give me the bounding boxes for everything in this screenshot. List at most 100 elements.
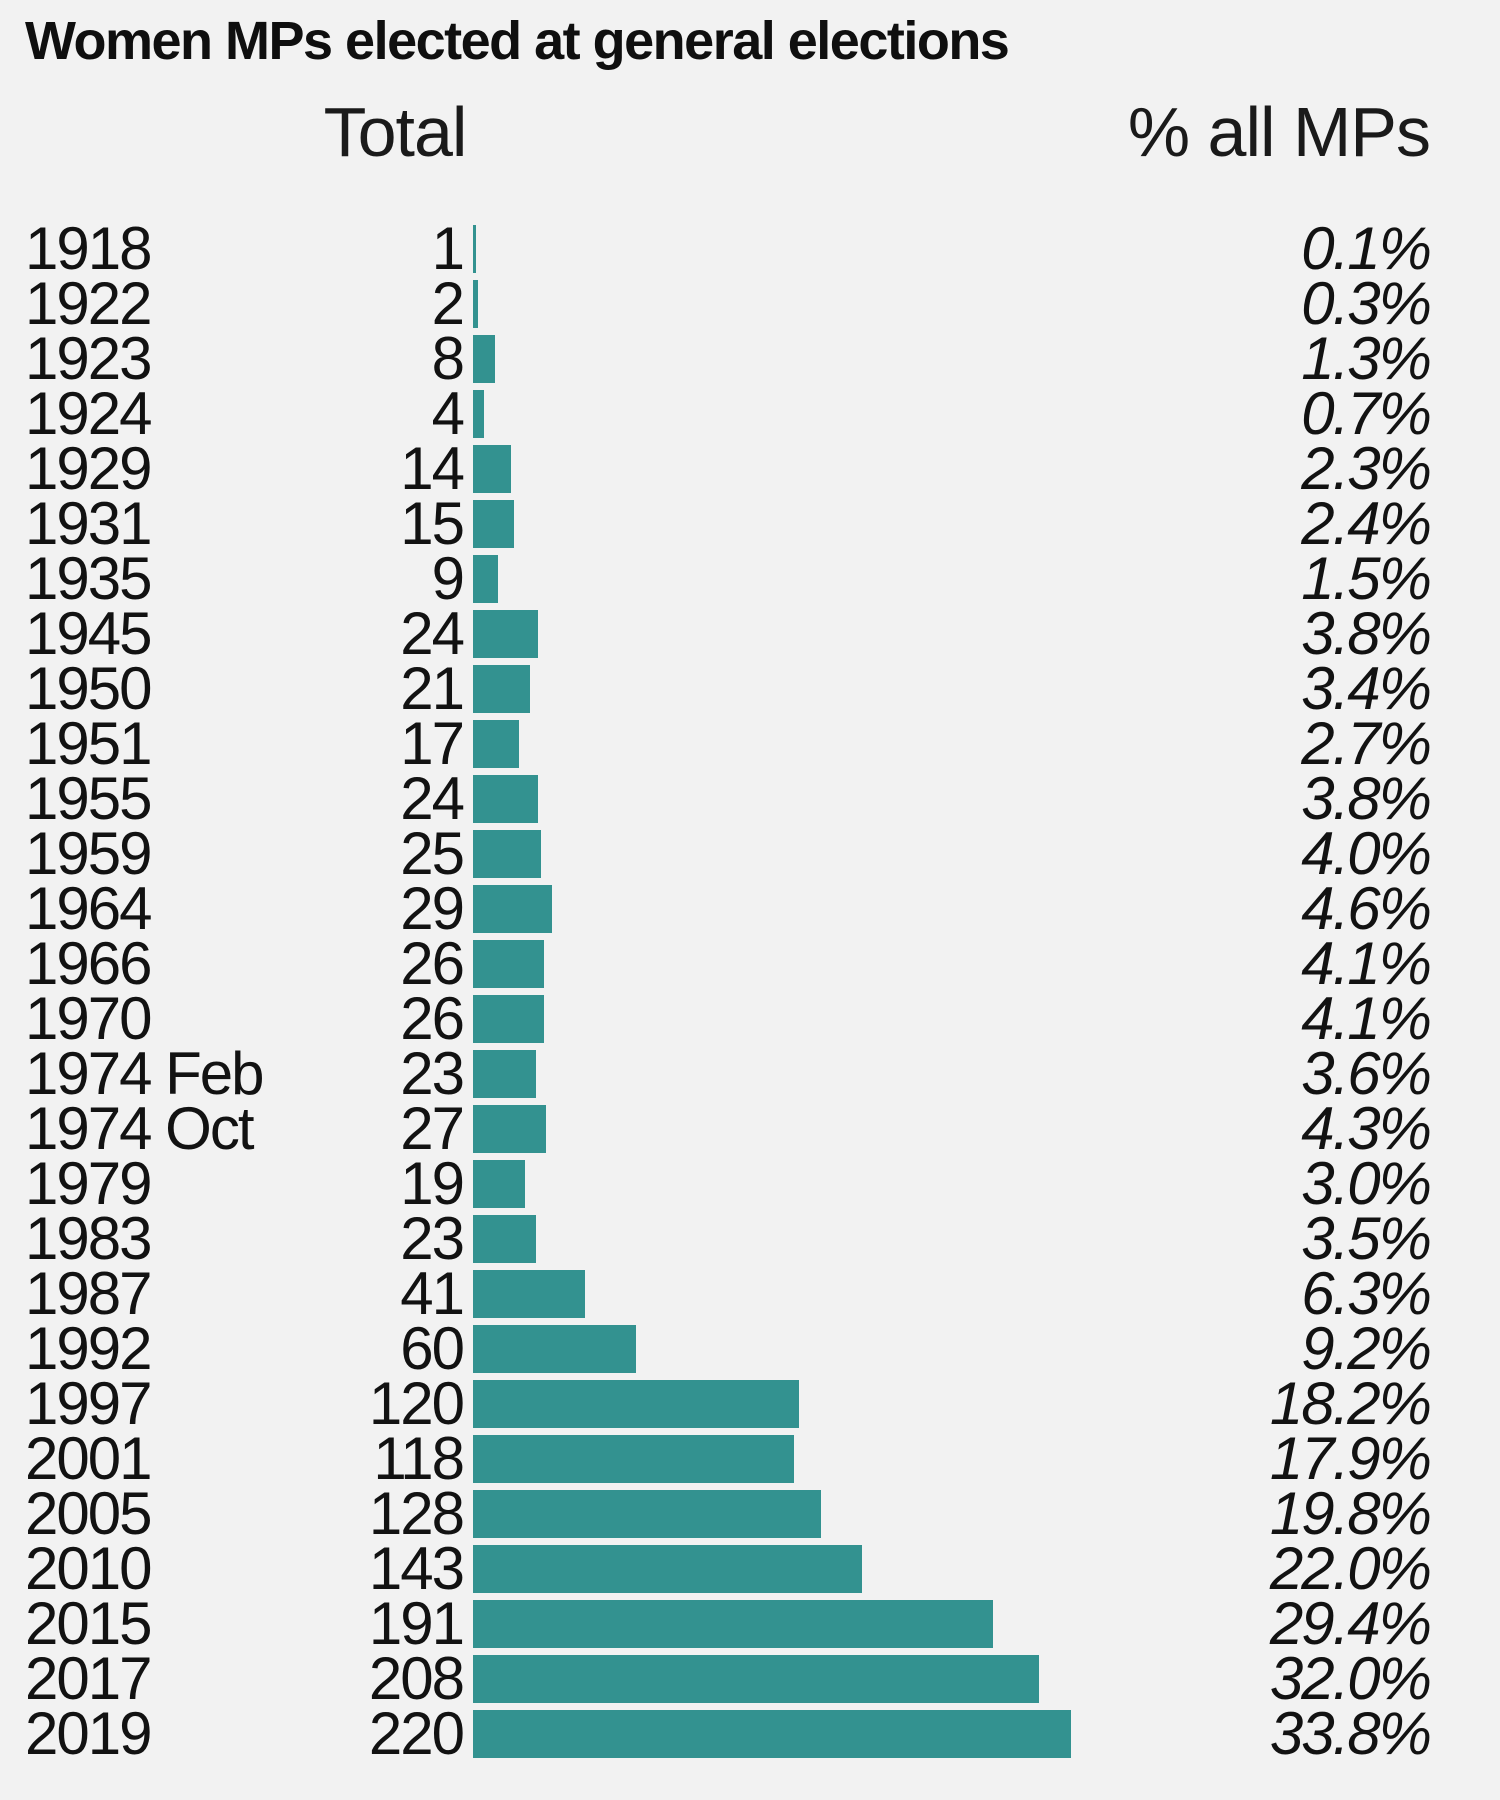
chart-row: 1945 24 3.8%: [0, 600, 1500, 667]
row-year-label: 1966: [25, 930, 152, 997]
row-percent-value: 2.4%: [1301, 490, 1432, 557]
chart-row: 1966 26 4.1%: [0, 930, 1500, 997]
chart-row: 1929 14 2.3%: [0, 435, 1500, 502]
row-percent-value: 4.1%: [1301, 930, 1432, 997]
row-total-value: 24: [400, 600, 465, 667]
row-year-label: 1983: [25, 1205, 152, 1272]
row-percent-value: 32.0%: [1269, 1645, 1432, 1712]
row-year-label: 1951: [25, 710, 152, 777]
row-year-label: 1970: [25, 985, 152, 1052]
row-percent-value: 18.2%: [1269, 1370, 1432, 1437]
chart-row: 1935 9 1.5%: [0, 545, 1500, 612]
row-percent-value: 3.8%: [1301, 765, 1432, 832]
row-year-label: 2005: [25, 1480, 152, 1547]
row-bar: [473, 1709, 1072, 1758]
row-bar: [473, 774, 539, 823]
row-percent-value: 3.8%: [1301, 600, 1432, 667]
chart-row: 2015 191 29.4%: [0, 1590, 1500, 1657]
chart-row: 1974 Feb 23 3.6%: [0, 1040, 1500, 1107]
row-bar: [473, 829, 541, 878]
row-percent-value: 2.3%: [1301, 435, 1432, 502]
chart-row: 1950 21 3.4%: [0, 655, 1500, 722]
row-percent-value: 19.8%: [1269, 1480, 1432, 1547]
row-year-label: 2001: [25, 1425, 152, 1492]
row-year-label: 1929: [25, 435, 152, 502]
row-total-value: 29: [400, 875, 465, 942]
row-year-label: 1997: [25, 1370, 152, 1437]
row-total-value: 25: [400, 820, 465, 887]
row-bar: [473, 1159, 525, 1208]
row-percent-value: 3.6%: [1301, 1040, 1432, 1107]
row-bar: [473, 1049, 536, 1098]
row-year-label: 1922: [25, 270, 152, 337]
row-total-value: 1: [431, 215, 465, 282]
chart-row: 2005 128 19.8%: [0, 1480, 1500, 1547]
row-year-label: 1974 Oct: [25, 1095, 254, 1162]
row-year-label: 1974 Feb: [25, 1040, 265, 1107]
row-total-value: 23: [400, 1040, 465, 1107]
row-percent-value: 29.4%: [1269, 1590, 1432, 1657]
chart-row: 1922 2 0.3%: [0, 270, 1500, 337]
row-percent-value: 17.9%: [1269, 1425, 1432, 1492]
row-bar: [473, 499, 514, 548]
chart-row: 1983 23 3.5%: [0, 1205, 1500, 1272]
row-bar: [473, 884, 552, 933]
chart-row: 1964 29 4.6%: [0, 875, 1500, 942]
chart-row: 1924 4 0.7%: [0, 384, 1500, 444]
row-percent-value: 4.6%: [1301, 875, 1432, 942]
row-bar: [473, 279, 479, 328]
row-year-label: 1979: [25, 1150, 152, 1217]
row-year-label: 2019: [25, 1700, 152, 1767]
row-total-value: 143: [368, 1535, 465, 1602]
row-bar: [473, 1104, 547, 1153]
row-bar: [473, 1544, 862, 1593]
row-percent-value: 1.5%: [1301, 545, 1432, 612]
row-bar: [473, 1214, 536, 1263]
row-bar: [473, 1269, 585, 1318]
row-percent-value: 22.0%: [1269, 1535, 1432, 1602]
chart-row: 2001 118 17.9%: [0, 1425, 1500, 1492]
row-bar: [473, 444, 512, 493]
row-year-label: 2015: [25, 1590, 152, 1657]
row-bar: [473, 994, 544, 1043]
row-year-label: 1931: [25, 490, 152, 557]
chart-row: 2010 143 22.0%: [0, 1535, 1500, 1602]
row-bar: [473, 334, 495, 383]
row-year-label: 1959: [25, 820, 152, 887]
row-bar: [473, 1489, 822, 1538]
row-percent-value: 33.8%: [1269, 1700, 1432, 1767]
chart-row: 1992 60 9.2%: [0, 1315, 1500, 1382]
row-bar: [473, 1434, 794, 1483]
row-percent-value: 2.7%: [1301, 710, 1432, 777]
row-total-value: 2: [431, 270, 465, 337]
column-header-percent: % all MPs: [1127, 93, 1431, 171]
row-percent-value: 3.0%: [1301, 1150, 1432, 1217]
row-total-value: 19: [400, 1150, 465, 1217]
row-percent-value: 3.4%: [1301, 655, 1432, 722]
chart-rows: 1918 1 0.1% 1922 2 0.3% 1923 8 1.3% 1924…: [0, 215, 1500, 1767]
row-percent-value: 4.0%: [1301, 820, 1432, 887]
row-bar: [473, 1599, 993, 1648]
row-total-value: 21: [400, 655, 465, 722]
row-total-value: 120: [368, 1370, 465, 1437]
row-year-label: 2017: [25, 1645, 152, 1712]
row-year-label: 1923: [25, 325, 152, 392]
row-percent-value: 0.1%: [1301, 215, 1432, 282]
row-total-value: 23: [400, 1205, 465, 1272]
chart-row: 1979 19 3.0%: [0, 1150, 1500, 1217]
chart-row: 1931 15 2.4%: [0, 490, 1500, 557]
row-percent-value: 1.3%: [1301, 325, 1432, 392]
row-bar: [473, 554, 498, 603]
row-total-value: 128: [368, 1480, 465, 1547]
row-year-label: 2010: [25, 1535, 152, 1602]
row-year-label: 1918: [25, 215, 152, 282]
row-percent-value: 4.3%: [1301, 1095, 1432, 1162]
chart-row: 1997 120 18.2%: [0, 1370, 1500, 1437]
row-total-value: 118: [373, 1425, 465, 1492]
row-percent-value: 3.5%: [1301, 1205, 1432, 1272]
row-year-label: 1964: [25, 875, 152, 942]
row-bar: [473, 1324, 637, 1373]
row-total-value: 60: [400, 1315, 465, 1382]
row-total-value: 14: [400, 435, 465, 502]
